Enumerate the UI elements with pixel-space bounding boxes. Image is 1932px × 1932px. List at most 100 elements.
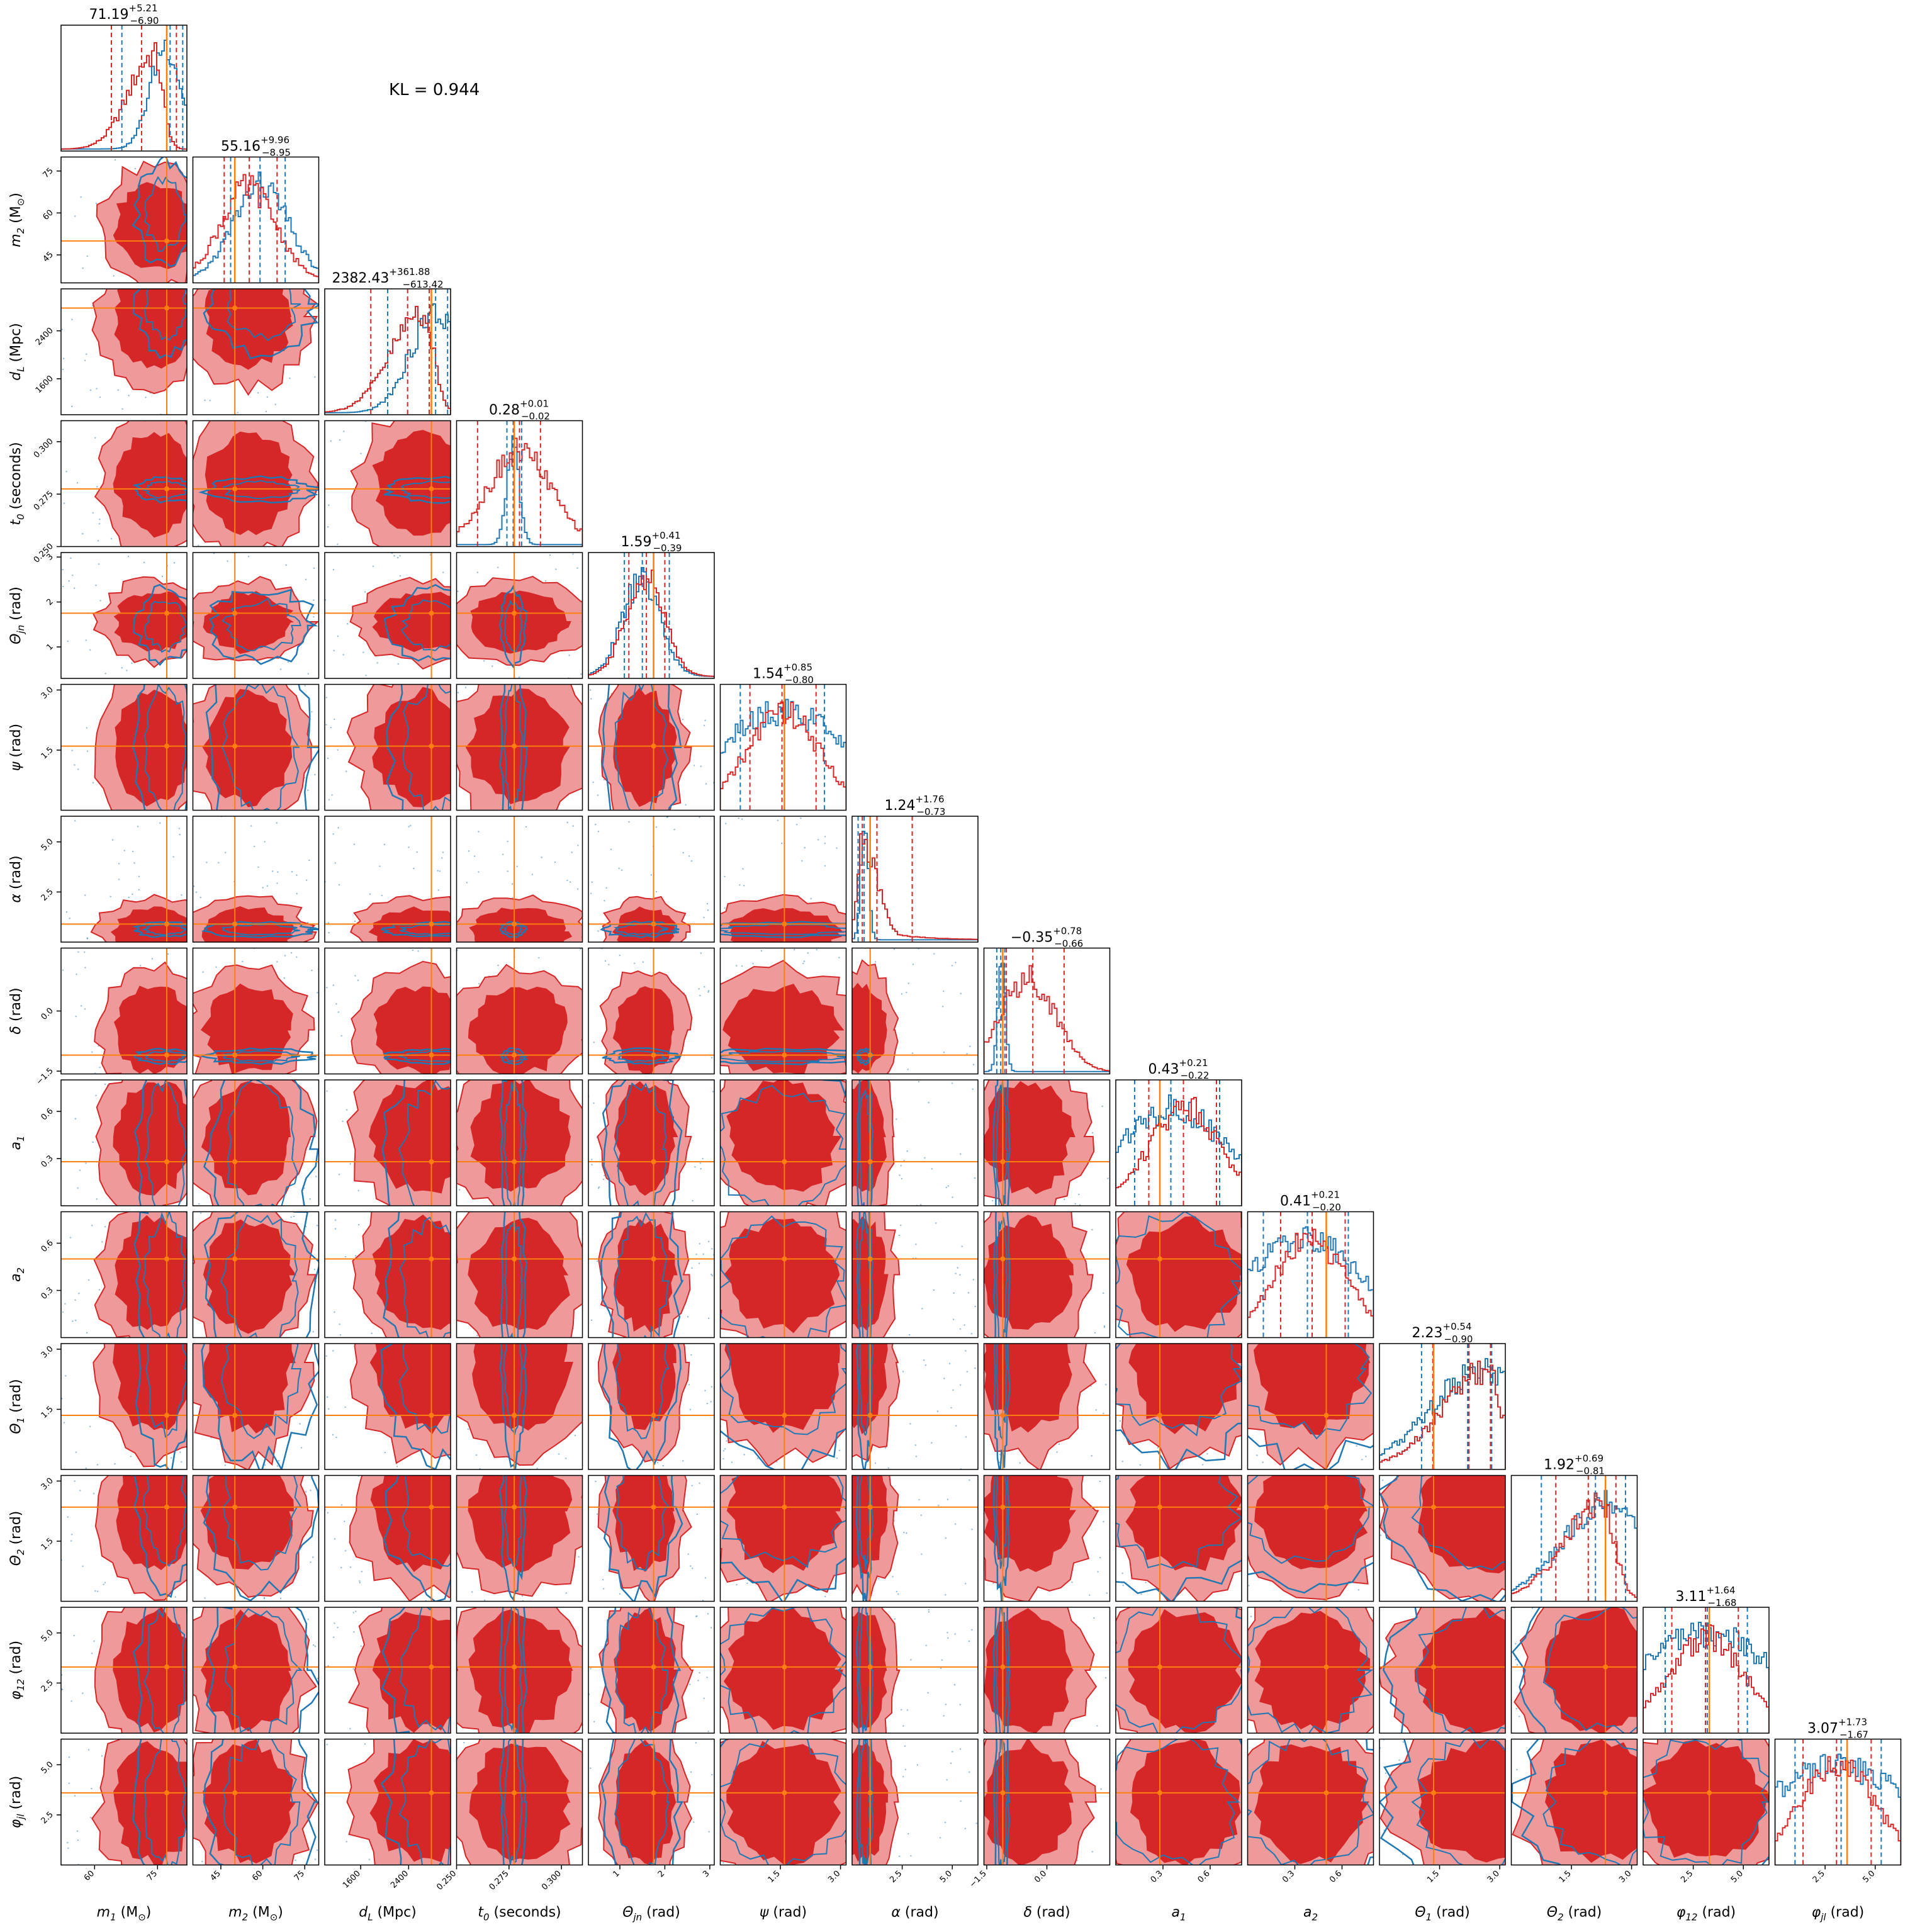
- sample-point: [1206, 1452, 1208, 1455]
- histogram-title: 1.24+1.76 −0.73: [885, 794, 946, 817]
- histogram-phi12: 3.11+1.64 −1.68: [1643, 1585, 1770, 1734]
- sample-point: [738, 817, 739, 819]
- sample-point: [1519, 1716, 1520, 1717]
- sample-point: [951, 965, 953, 967]
- sample-point: [931, 1168, 933, 1170]
- panel-border: [324, 683, 451, 811]
- panel-border: [588, 1079, 715, 1206]
- sample-point: [87, 1749, 90, 1751]
- histogram-title: 3.11+1.64 −1.68: [1676, 1585, 1737, 1609]
- red-histogram: [456, 437, 583, 547]
- y-axis-symbol: φ: [8, 1690, 24, 1700]
- sample-point: [332, 1434, 334, 1436]
- blue-contour-inner: [1247, 1739, 1374, 1865]
- sample-point: [576, 567, 578, 569]
- sample-point: [604, 900, 605, 902]
- sample-point: [302, 1775, 304, 1777]
- sample-point: [209, 400, 211, 402]
- y-tick-label: 0.3: [40, 1286, 55, 1301]
- truth-marker: [232, 1256, 238, 1262]
- blue-contour-outer: [1379, 1475, 1505, 1602]
- panel-border: [851, 1079, 979, 1206]
- sample-point: [943, 1715, 945, 1717]
- sample-point: [76, 482, 79, 484]
- sample-point: [605, 887, 607, 889]
- title-value: 0.41: [1280, 1194, 1311, 1210]
- x-axis-subscript: 2: [1311, 1912, 1318, 1923]
- y-axis-subscript: 1: [15, 1135, 26, 1142]
- sample-point: [271, 870, 274, 872]
- y-tick-label: 3.0: [40, 1344, 55, 1360]
- sample-point: [312, 1331, 314, 1333]
- truth-marker: [867, 1159, 873, 1164]
- blue-contour-outer: [1383, 1607, 1418, 1733]
- truth-marker: [651, 1256, 656, 1262]
- sample-point: [602, 1178, 605, 1181]
- panel-phi12-phijl: [1643, 1738, 1770, 1866]
- blue-contour-inner: [227, 289, 301, 341]
- blue-contour-outer: [203, 289, 319, 360]
- panel-dl-thetajn: [324, 552, 451, 679]
- blue-contour-inner: [503, 1607, 523, 1733]
- sample-point: [74, 1118, 77, 1120]
- sample-point: [928, 1101, 929, 1104]
- red-contour-inner: [1418, 1475, 1505, 1574]
- sample-point: [972, 1064, 975, 1065]
- red-histogram: [1379, 1361, 1505, 1469]
- sample-point: [688, 855, 690, 857]
- y-axis-symbol: Θ: [8, 634, 24, 644]
- sample-point: [824, 842, 826, 845]
- sample-point: [699, 816, 700, 818]
- sample-point: [337, 749, 339, 751]
- sample-point: [497, 566, 499, 568]
- sample-point: [179, 1451, 181, 1453]
- truth-marker: [232, 1790, 238, 1795]
- panel-border: [1115, 1607, 1242, 1734]
- histogram-t0: 0.28+0.01 −0.02: [456, 398, 583, 548]
- sample-point: [476, 571, 479, 573]
- blue-contour-inner: [224, 1608, 303, 1733]
- panel-border: [1247, 1607, 1374, 1734]
- panel-thetajn-theta1: [588, 1343, 715, 1470]
- sample-point: [936, 1410, 939, 1412]
- sample-point: [181, 894, 183, 896]
- panel-thetajn-a2: [588, 1211, 715, 1339]
- sample-point: [313, 1268, 316, 1271]
- y-tick-label: 0.0: [40, 1006, 55, 1022]
- sample-point: [566, 821, 568, 824]
- sample-point: [118, 879, 120, 880]
- truth-marker: [232, 610, 238, 616]
- panel-border: [983, 1343, 1111, 1470]
- sample-point: [89, 1816, 92, 1819]
- sample-point: [439, 870, 441, 872]
- sample-point: [130, 1456, 132, 1457]
- blue-contour-outer: [380, 1344, 451, 1469]
- sample-point: [72, 1320, 74, 1322]
- sample-point: [332, 833, 334, 835]
- truth-marker: [651, 1790, 656, 1795]
- red-contour-inner: [1253, 1344, 1371, 1435]
- sample-point: [117, 389, 119, 391]
- y-axis-label: Θjn (rad): [8, 587, 26, 644]
- sample-point: [1402, 1741, 1405, 1743]
- title-plus: +1.64: [1707, 1585, 1736, 1596]
- sample-point: [266, 396, 269, 398]
- blue-contour-inner: [720, 923, 846, 935]
- red-contour-inner: [468, 1475, 573, 1573]
- sample-point: [396, 1466, 398, 1468]
- blue-contour-outer: [993, 1344, 1011, 1469]
- truth-marker: [867, 1413, 873, 1418]
- red-contour-inner: [1125, 1475, 1242, 1571]
- blue-contour-inner: [858, 1211, 871, 1338]
- blue-contour-inner: [142, 1475, 187, 1567]
- y-axis-unit-subscript: ⊙: [15, 198, 26, 206]
- blue-contour-inner: [613, 923, 669, 935]
- sample-point: [915, 1243, 917, 1245]
- truth-marker: [1707, 1790, 1712, 1795]
- sample-point: [354, 1255, 357, 1257]
- panel-border: [851, 1738, 979, 1866]
- x-tick-label: 3.0: [1486, 1869, 1502, 1885]
- panel-t0-delta: [456, 947, 583, 1075]
- panel-delta-a1: [983, 1079, 1111, 1206]
- sample-point: [82, 1565, 84, 1568]
